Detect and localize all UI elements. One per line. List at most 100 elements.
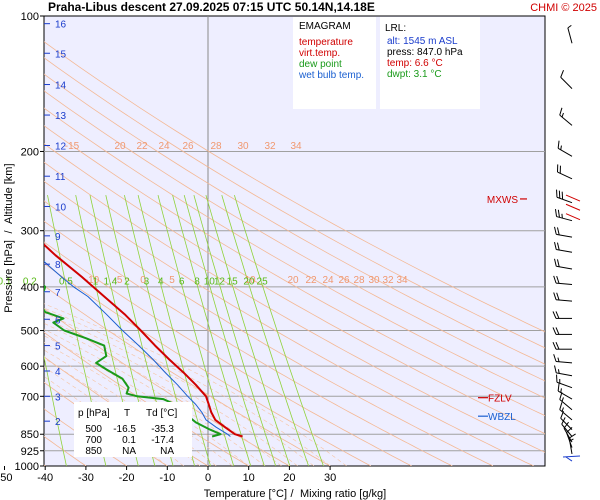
lrl-dewpoint: dwpt: 3.1 °C (387, 69, 442, 80)
altitude-label: 7 (55, 288, 61, 299)
jet-highlight (565, 194, 581, 221)
wind-barb (559, 107, 573, 126)
lrl-temperature: temp: 6.6 °C (387, 58, 443, 69)
jet-barb (565, 213, 581, 221)
dry-adiabat (44, 263, 371, 466)
adiabat-label: 24 (322, 275, 334, 286)
table-cell: -35.3 (151, 424, 174, 435)
jet-barb (565, 194, 581, 202)
dry-adiabat (44, 41, 545, 333)
dry-adiabat (44, 180, 534, 466)
chart-title: Praha-Libus descent 27.09.2025 07:15 UTC… (48, 0, 375, 14)
altitude-label: 4 (55, 367, 61, 378)
pressure-label: 200 (21, 146, 39, 158)
pressure-label: 1000 (15, 461, 39, 473)
altitude-label: 15 (55, 49, 67, 60)
altitude-label: 5 (55, 342, 61, 353)
adiabat-label: 20 (114, 141, 126, 152)
table-header: T (124, 408, 130, 419)
mixing-ratio-label: 1.4 (103, 277, 117, 288)
temperature-label: -30 (78, 472, 94, 484)
adiabat-label: 30 (237, 141, 249, 152)
y-axis-title-separator: / (3, 230, 15, 234)
wind-barb (557, 383, 573, 400)
altitude-label: 14 (55, 81, 67, 92)
table-cell: -17.4 (151, 435, 174, 446)
adiabat-label: 5 (169, 275, 175, 286)
mixing-ratio-label: 0.5 (59, 277, 73, 288)
table-cell: 850 (85, 446, 102, 457)
adiabat-label: 30 (368, 275, 380, 286)
adiabat-label: 22 (136, 141, 148, 152)
adiabat-label: -10 (85, 275, 100, 286)
temperature-label: -10 (159, 472, 175, 484)
altitude-label: 13 (55, 111, 67, 122)
altitude-label: 16 (55, 20, 67, 31)
temperature-label: 0 (205, 472, 211, 484)
surface-barb-line (565, 456, 573, 462)
pressure-label: 600 (21, 361, 39, 373)
wind-barb (556, 164, 573, 180)
wind-barb (554, 226, 573, 238)
moist-adiabat (44, 303, 347, 466)
pressure-label: 500 (21, 326, 39, 338)
wind-barb (553, 292, 573, 302)
mixing-ratio-line (193, 194, 277, 466)
adiabat-label: 24 (158, 141, 170, 152)
y-axis-title-secondary: Altitude [km] (3, 163, 15, 224)
legend-title: EMAGRAM (299, 21, 351, 32)
adiabat-label: 34 (396, 275, 408, 286)
wind-barb (554, 208, 573, 222)
dry-adiabat (44, 125, 545, 417)
wind-barb (553, 275, 573, 285)
adiabat-label: 26 (338, 275, 350, 286)
legend: EMAGRAM temperature virt.temp. dew point… (293, 17, 376, 109)
mixing-ratio-label: 15 (227, 277, 239, 288)
mixing-ratio-label: 0.2 (23, 277, 37, 288)
lrl-title: LRL: (385, 23, 406, 34)
x-axis-title: Temperature [°C] (204, 488, 287, 500)
x-axis-title-secondary: Mixing ratio [g/kg] (300, 488, 386, 500)
pressure-label: 300 (21, 226, 39, 238)
table-cell: 500 (85, 424, 102, 435)
mixing-ratio-label: 4 (158, 277, 164, 288)
altitude-label: 3 (55, 392, 61, 403)
pressure-axis: 100 200 300 400 500 600 700 850 925 1000 (15, 11, 44, 473)
wind-barb (560, 70, 573, 89)
moist-adiabat (44, 312, 314, 466)
wind-barb (560, 411, 573, 430)
mixing-ratio-label: 8 (194, 277, 200, 288)
legend-item: dew point (299, 59, 342, 70)
moist-adiabat (44, 342, 233, 466)
temperature-label: -20 (119, 472, 135, 484)
wind-barb (554, 241, 573, 253)
mixing-ratio-line (44, 354, 67, 466)
adiabat-label: 28 (353, 275, 365, 286)
table-cell: NA (122, 446, 136, 457)
wind-barbs (552, 24, 581, 462)
pressure-label: 400 (21, 282, 39, 294)
mixing-ratio-line (221, 194, 309, 466)
lrl-box: LRL: alt: 1545 m ASL press: 847.0 hPa te… (380, 17, 480, 109)
mixing-ratio-line (205, 194, 291, 466)
temperature-label: 20 (283, 472, 295, 484)
wind-barb (552, 342, 572, 350)
wind-barb (552, 311, 572, 319)
temperature-label: -40 (37, 472, 53, 484)
altitude-label: 6 (55, 315, 61, 326)
wind-barb (567, 24, 573, 44)
moist-adiabat (44, 322, 282, 466)
mixing-ratio-label: 20 (243, 277, 255, 288)
adiabat-label: 32 (264, 141, 276, 152)
altitude-label: 8 (55, 260, 61, 271)
wind-barb (557, 140, 573, 157)
surface-barb-line (562, 455, 581, 458)
adiabat-label: 22 (305, 275, 317, 286)
mixing-ratio-label: 12 (214, 277, 226, 288)
moist-adiabat (44, 328, 266, 466)
pressure-label: 700 (21, 391, 39, 403)
mixing-ratio-label: 25 (257, 277, 269, 288)
adiabat-label: 32 (382, 275, 394, 286)
adiabat-label: -5 (114, 275, 123, 286)
dry-adiabat (44, 285, 331, 466)
